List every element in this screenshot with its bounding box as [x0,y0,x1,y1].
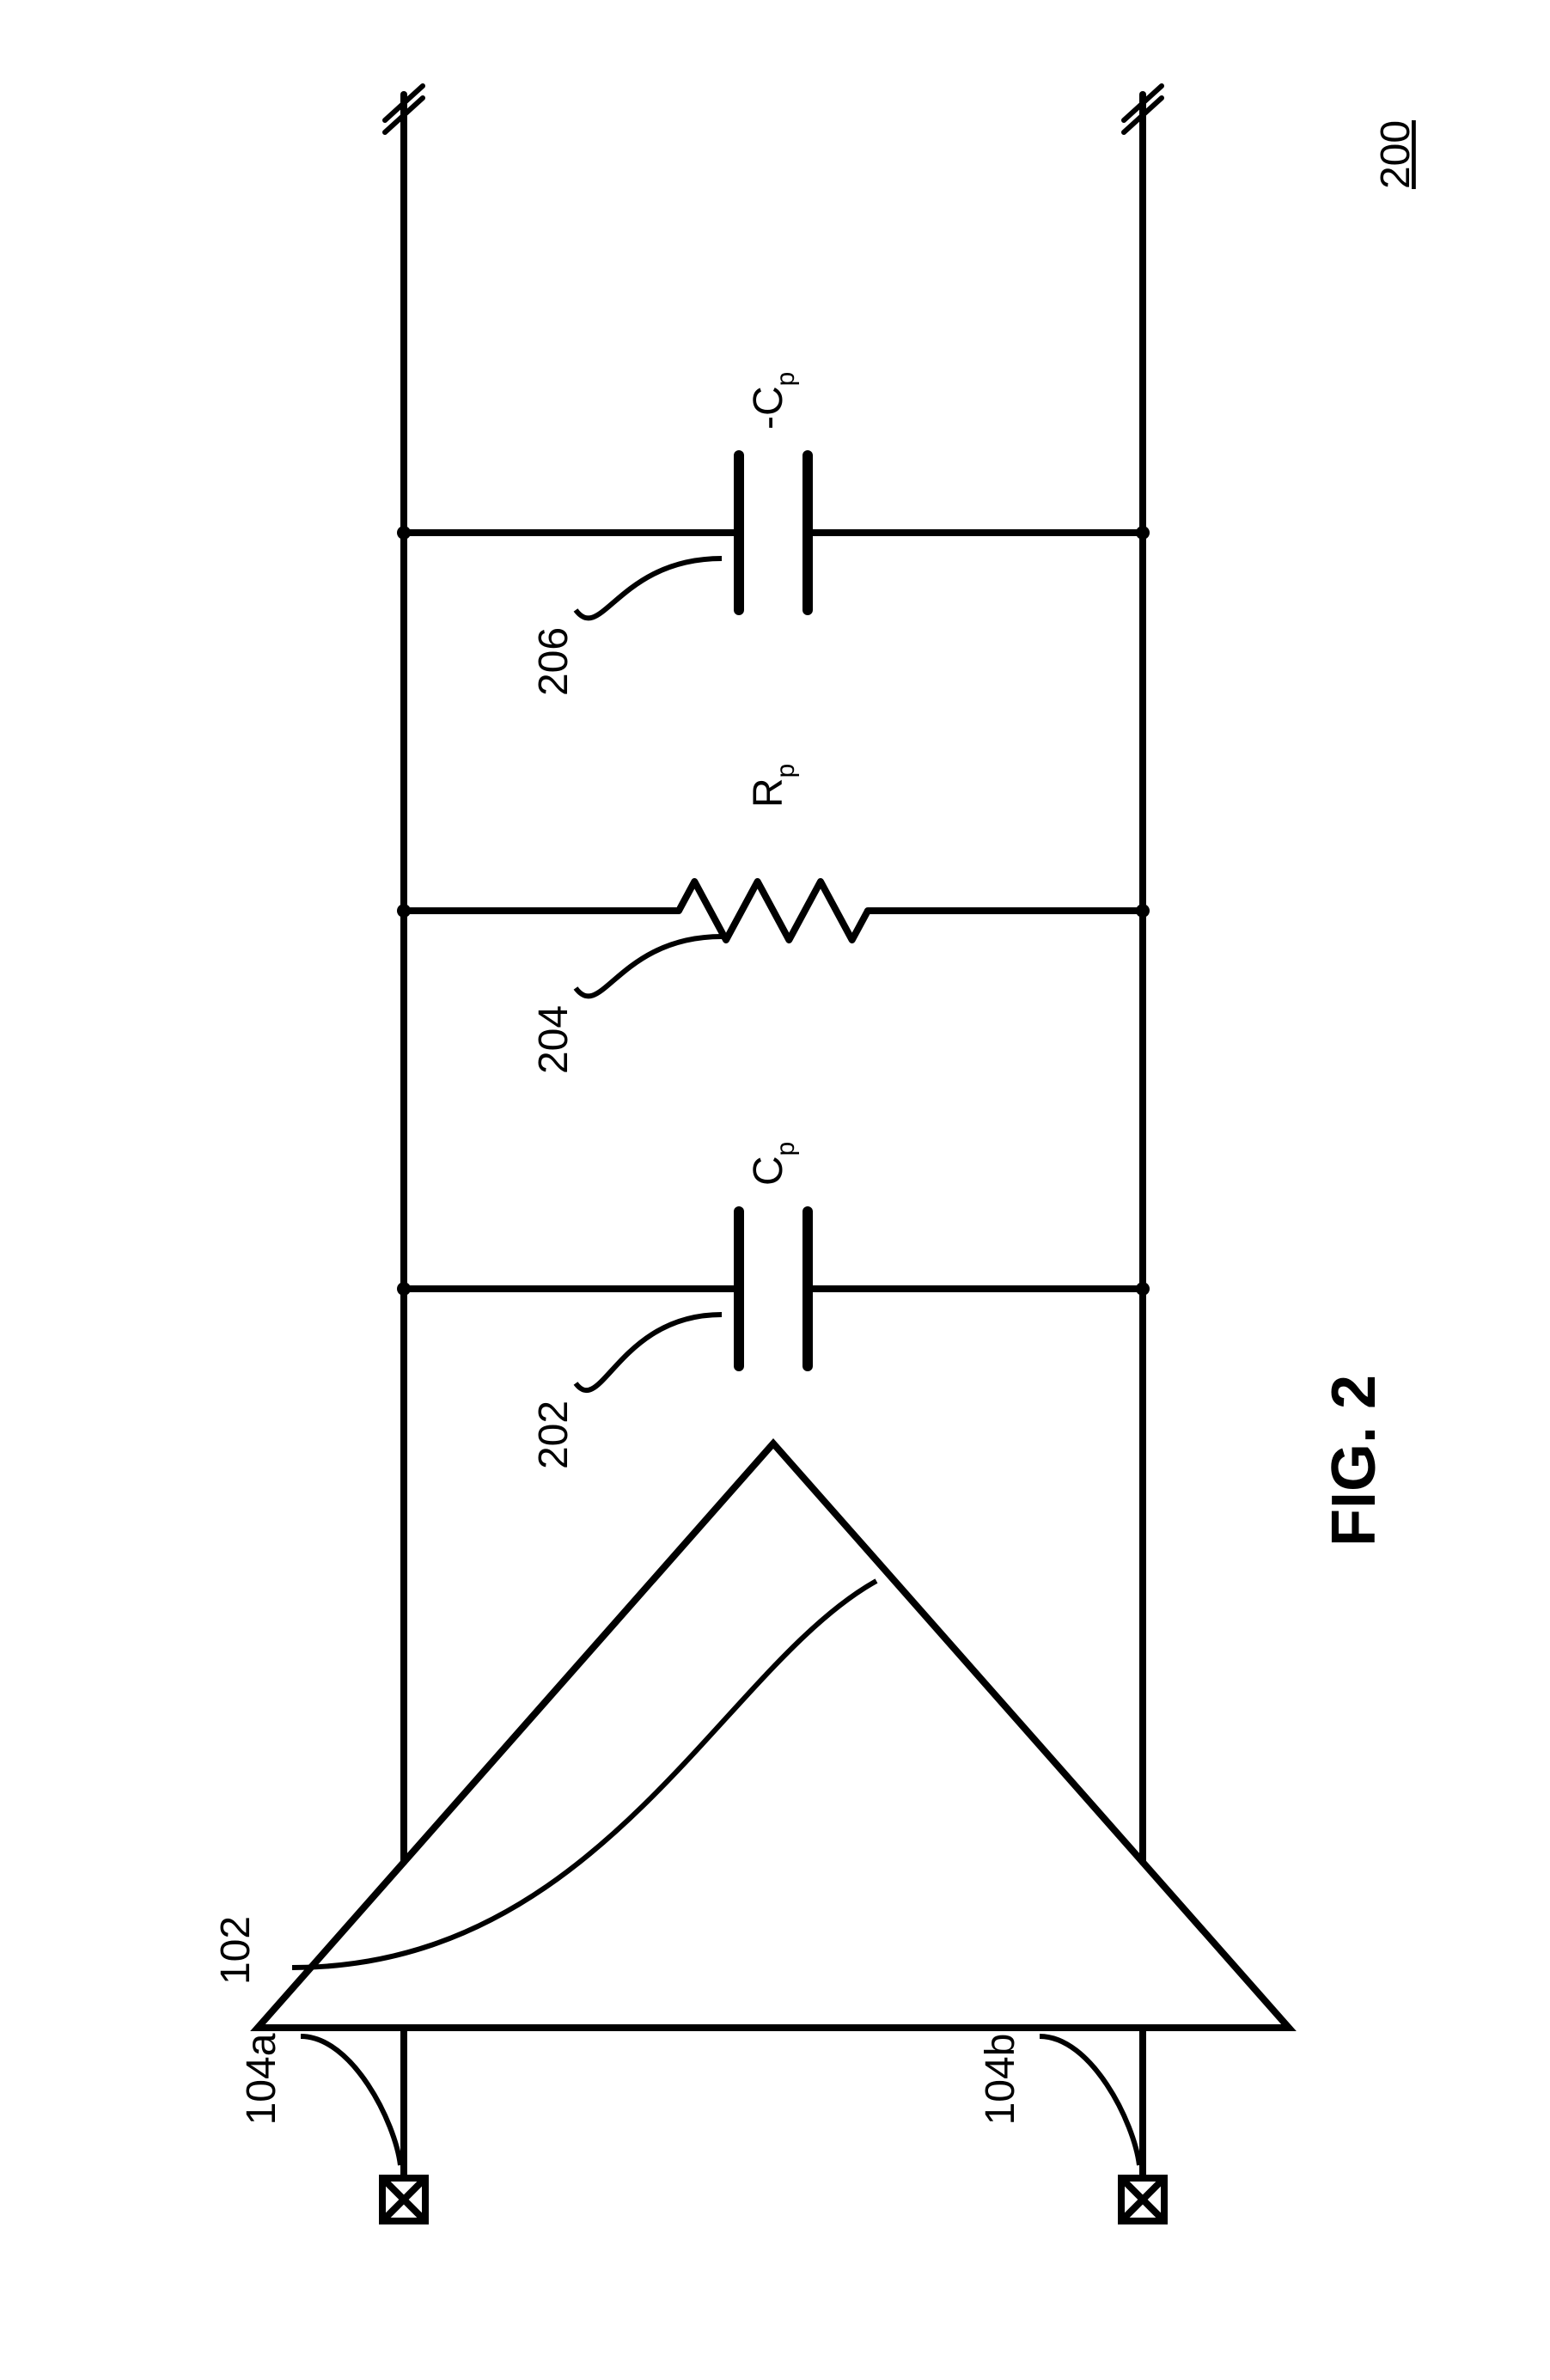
ref-102: 102 [213,1916,259,1985]
ref-206: 206 [531,627,577,696]
circuit-diagram: 200CpRp-Cp202204206102104a104bFIG. 2 [0,0,1550,2380]
figure-title: FIG. 2 [1320,1375,1388,1547]
ref-204: 204 [531,1005,577,1074]
ref-202: 202 [531,1401,577,1469]
ref-104a: 104a [239,2033,284,2125]
ref-104b: 104b [978,2034,1023,2126]
figure-ref: 200 [1373,120,1419,189]
